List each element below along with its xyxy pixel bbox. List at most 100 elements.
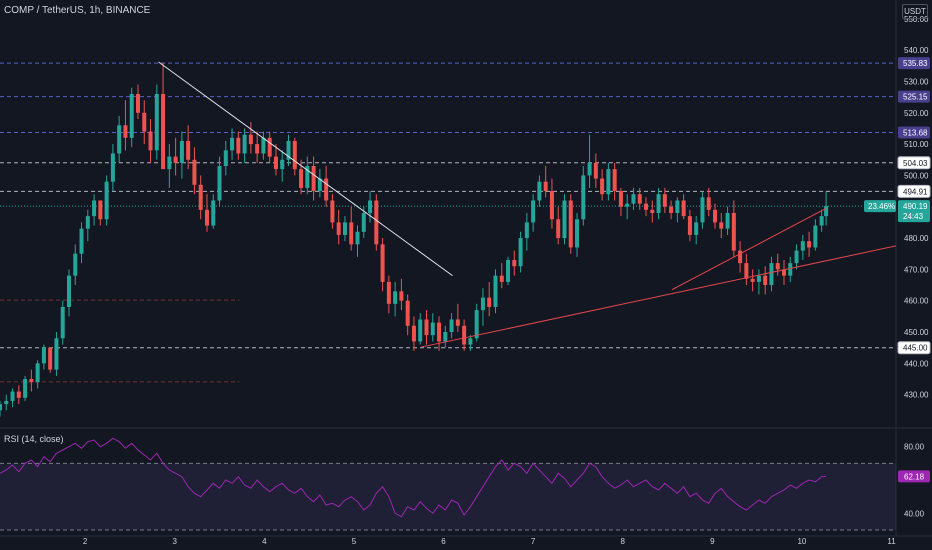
candle-body xyxy=(824,206,829,217)
price-tick-label: 430.00 xyxy=(904,391,929,400)
candle-body xyxy=(54,338,59,370)
price-tick-label: 550.00 xyxy=(904,15,929,24)
candle-body xyxy=(10,391,15,401)
candle-body xyxy=(393,291,398,304)
candle-body xyxy=(280,159,285,170)
candle-body xyxy=(556,219,561,239)
candle-body xyxy=(437,322,442,342)
candle-body xyxy=(324,178,329,201)
candle-body xyxy=(211,200,216,226)
candle-body xyxy=(361,213,366,232)
candle-body xyxy=(311,166,316,192)
candle-body xyxy=(79,228,84,254)
candle-body xyxy=(173,156,178,163)
countdown-label: 24:43 xyxy=(903,212,924,221)
candle-body xyxy=(468,338,473,345)
candle-body xyxy=(0,404,2,411)
price-level-tag xyxy=(897,341,931,355)
candle-body xyxy=(612,169,617,192)
candle-body xyxy=(330,200,335,223)
candle-body xyxy=(581,175,586,220)
candle-body xyxy=(518,238,523,267)
current-price-tag xyxy=(898,200,930,223)
time-tick-label: 3 xyxy=(172,537,177,546)
candle-body xyxy=(336,222,341,235)
change-percent-tag xyxy=(864,200,896,213)
candle-body xyxy=(129,93,134,138)
candle-body xyxy=(292,140,297,170)
candle-body xyxy=(449,319,454,333)
price-axis: 550.00 540.00 530.00 520.00 510.00 500.00 490.… xyxy=(864,15,931,518)
price-tick-label: 440.00 xyxy=(904,359,929,368)
price-tick-label: 470.00 xyxy=(904,265,929,274)
candle-body xyxy=(687,216,692,235)
candle-body xyxy=(794,250,799,264)
candle-body xyxy=(756,275,761,282)
price-level-tag-label: 504.03 xyxy=(903,159,928,168)
price-level-tag-label: 535.83 xyxy=(903,59,928,68)
price-level-tag xyxy=(898,126,930,139)
candle-body xyxy=(744,263,749,279)
candle-body xyxy=(537,181,542,201)
candle-body xyxy=(562,200,567,239)
candle-body xyxy=(23,379,28,398)
candle-body xyxy=(117,125,122,154)
candle-body xyxy=(267,137,272,157)
candle-body xyxy=(35,363,40,383)
candle-body xyxy=(443,332,448,342)
candle-body xyxy=(60,306,65,339)
candle-body xyxy=(286,140,291,160)
price-pane xyxy=(0,0,932,537)
trendline xyxy=(158,61,453,277)
candle-body xyxy=(148,131,153,151)
rsi-value-label: 62.18 xyxy=(904,472,925,481)
time-tick-label: 10 xyxy=(797,537,806,546)
price-level-tag xyxy=(897,184,931,198)
candle-body xyxy=(462,325,467,345)
candle-body xyxy=(66,275,71,307)
candle-body xyxy=(600,178,605,195)
candle-body xyxy=(161,93,166,170)
candle-body xyxy=(731,213,736,251)
candle-body xyxy=(543,181,548,192)
candle-body xyxy=(110,153,115,182)
candle-body xyxy=(73,253,78,276)
currency-button[interactable]: USDT xyxy=(902,4,928,19)
candle-body xyxy=(681,200,686,217)
candle-body xyxy=(750,278,755,282)
time-tick-label: 8 xyxy=(620,537,625,546)
candle-body xyxy=(85,216,90,229)
candle-body xyxy=(775,263,780,270)
candle-body xyxy=(217,166,222,201)
candle-body xyxy=(506,259,511,282)
candle-body xyxy=(123,125,128,138)
candle-body xyxy=(198,184,203,210)
candle-body xyxy=(480,297,485,311)
candle-body xyxy=(650,209,655,213)
candle-body xyxy=(317,178,322,192)
candle-body xyxy=(399,291,404,301)
candle-body xyxy=(179,140,184,163)
candle-body xyxy=(587,162,592,176)
candle-body xyxy=(424,319,429,336)
rsi-line xyxy=(0,437,827,518)
candle-body xyxy=(299,169,304,188)
price-level-tag-label: 494.91 xyxy=(903,187,928,196)
candle-body xyxy=(355,231,360,245)
candle-body xyxy=(142,112,147,132)
candle-body xyxy=(644,203,649,210)
candle-body xyxy=(694,222,699,235)
rsi-value-tag xyxy=(898,470,930,483)
price-level-tag xyxy=(898,57,930,70)
candle-body xyxy=(167,156,172,170)
candle-body xyxy=(713,209,718,223)
candle-body xyxy=(104,181,109,220)
candle-body xyxy=(662,194,667,207)
candle-body xyxy=(236,137,241,154)
candle-body xyxy=(305,166,310,188)
candle-body xyxy=(568,200,573,248)
rsi-band-fill xyxy=(0,463,896,530)
time-tick-label: 5 xyxy=(352,537,357,546)
candle-body xyxy=(618,191,623,207)
price-level-tag-label: 525.15 xyxy=(903,93,928,102)
